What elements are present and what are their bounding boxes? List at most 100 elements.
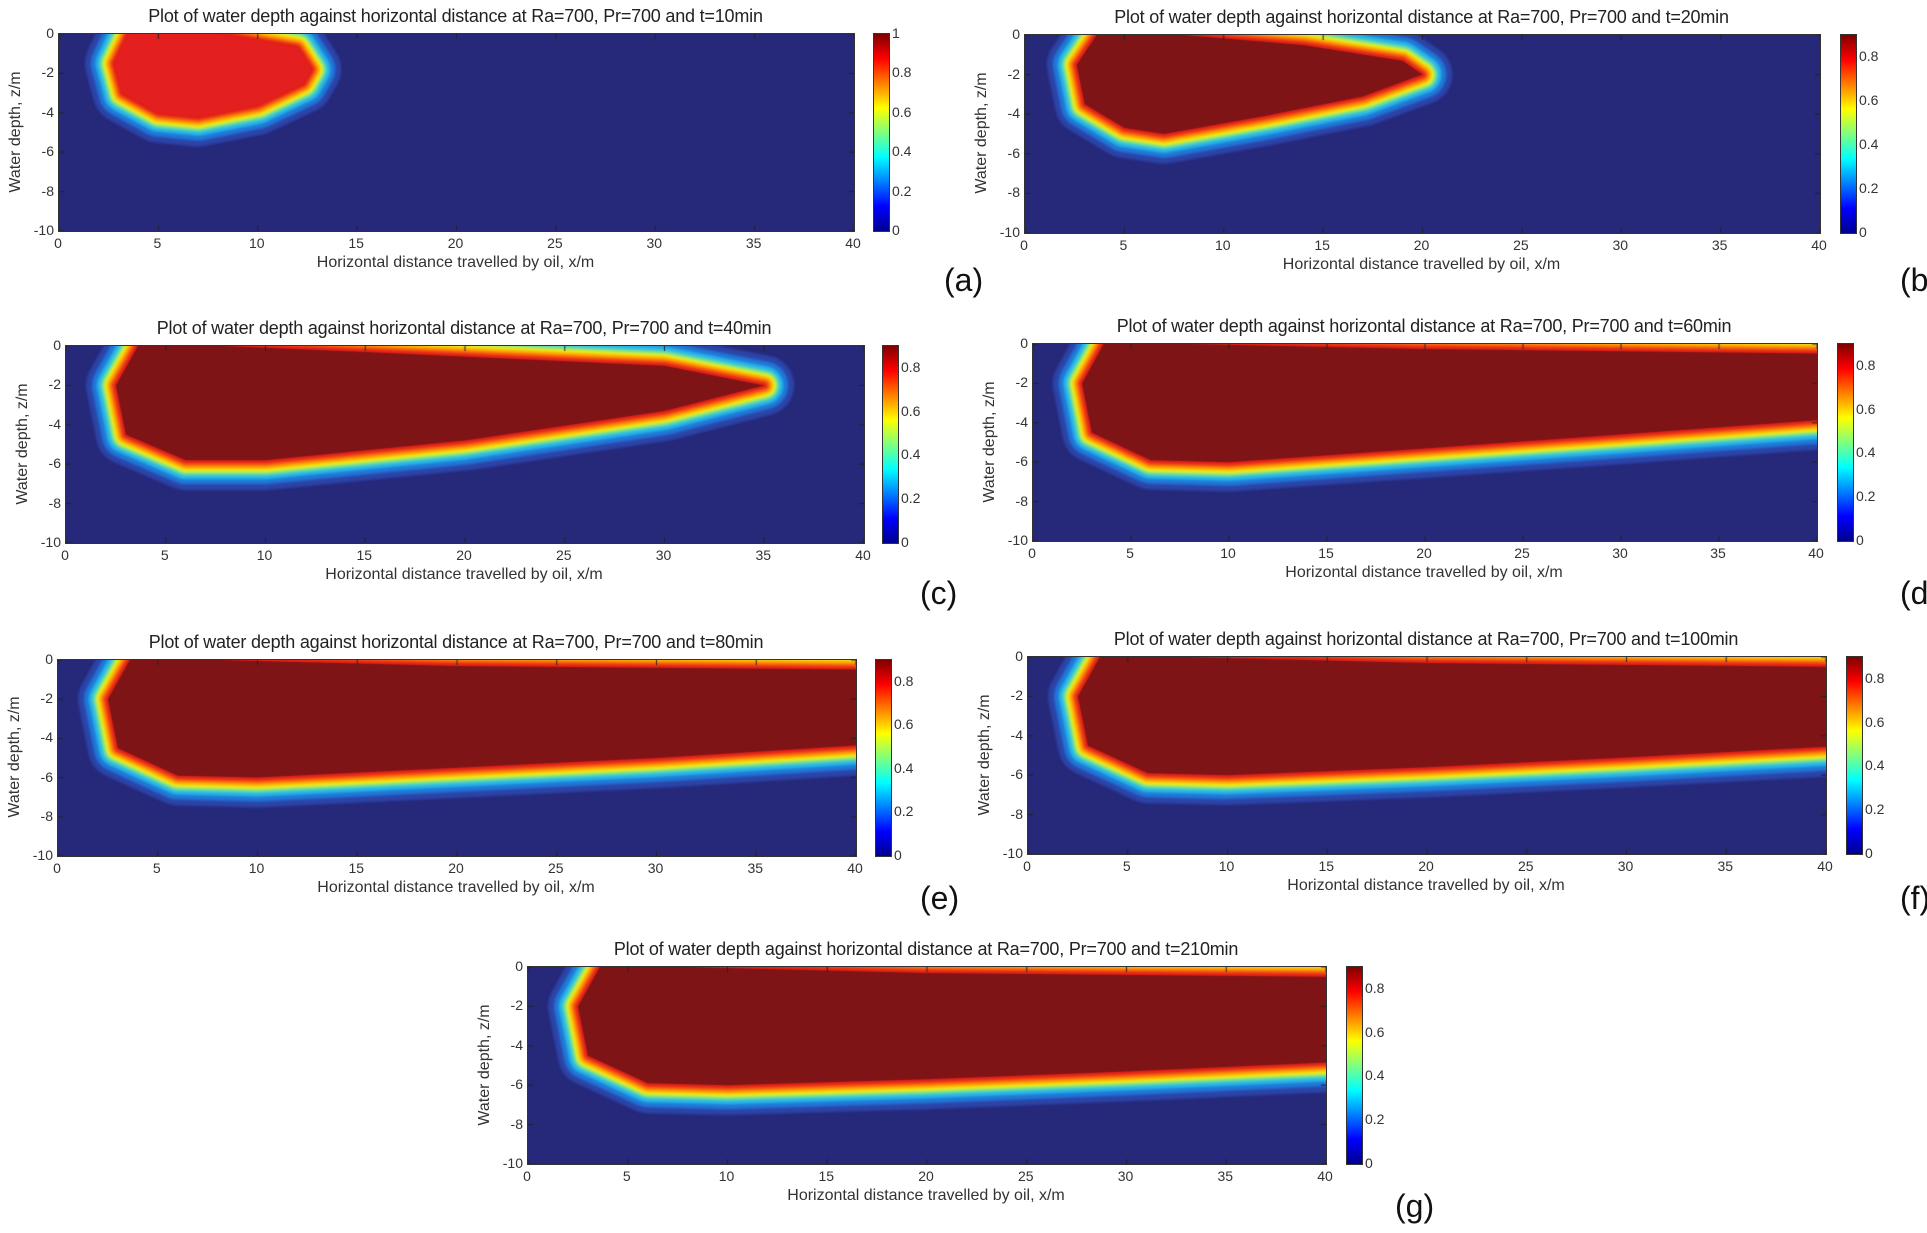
colorbar-tick-label: 0.8 bbox=[1865, 669, 1885, 686]
colorbar-tick-label: 0.2 bbox=[1856, 488, 1876, 505]
panel-label: (b) bbox=[1900, 262, 1927, 298]
x-tick-label: 40 bbox=[855, 547, 871, 563]
heatmap-plot bbox=[65, 345, 865, 544]
colorbar-tick-label: 0.2 bbox=[1865, 801, 1885, 818]
x-tick-label: 15 bbox=[348, 860, 365, 876]
x-tick-label: 15 bbox=[348, 235, 364, 251]
y-tick-label: -6 bbox=[1007, 144, 1020, 161]
colorbar-tick-label: 0.6 bbox=[1859, 92, 1879, 108]
x-tick-label: 20 bbox=[918, 1168, 934, 1184]
colorbar-tick-label: 0.8 bbox=[901, 358, 921, 375]
colorbar-tick-label: 0.6 bbox=[892, 103, 912, 120]
colorbar bbox=[1837, 343, 1854, 542]
y-tick-label: -10 bbox=[999, 224, 1020, 240]
x-axis-label: Horizontal distance travelled by oil, x/… bbox=[787, 1187, 1065, 1204]
y-tick-label: -4 bbox=[1015, 413, 1028, 430]
x-tick-label: 0 bbox=[54, 235, 62, 251]
chart-title: Plot of water depth against horizontal d… bbox=[613, 939, 1239, 959]
y-tick-label: -8 bbox=[1007, 184, 1020, 201]
y-tick-label: -10 bbox=[32, 847, 53, 863]
x-tick-label: 30 bbox=[1612, 545, 1628, 561]
x-tick-label: 5 bbox=[1126, 545, 1134, 561]
x-tick-label: 25 bbox=[1017, 1168, 1034, 1184]
x-tick-label: 35 bbox=[1717, 858, 1734, 874]
x-tick-label: 30 bbox=[1617, 858, 1634, 874]
x-tick-label: 35 bbox=[1217, 1168, 1234, 1184]
colorbar-tick-label: 0 bbox=[1859, 224, 1867, 240]
heatmap-plot bbox=[527, 966, 1327, 1165]
y-tick-label: 0 bbox=[515, 958, 523, 974]
x-tick-label: 25 bbox=[555, 547, 572, 563]
x-tick-label: 10 bbox=[248, 860, 265, 876]
chart-title: Plot of water depth against horizontal d… bbox=[148, 6, 763, 26]
x-tick-label: 35 bbox=[1711, 237, 1728, 253]
chart-title: Plot of water depth against horizontal d… bbox=[156, 318, 772, 338]
colorbar-tick-label: 0 bbox=[1865, 845, 1873, 861]
x-axis-label: Horizontal distance travelled by oil, x/… bbox=[1285, 564, 1563, 581]
y-axis-label: Water depth, z/m bbox=[6, 696, 23, 818]
y-tick-label: -4 bbox=[40, 729, 53, 746]
panel-label: (a) bbox=[944, 262, 984, 298]
y-tick-label: -2 bbox=[40, 690, 53, 707]
colorbar bbox=[873, 33, 890, 232]
y-tick-label: -10 bbox=[33, 222, 54, 238]
heatmap-plot bbox=[1032, 343, 1818, 542]
x-tick-label: 25 bbox=[1513, 237, 1529, 253]
panel-label: (e) bbox=[920, 880, 960, 916]
x-tick-label: 40 bbox=[1811, 237, 1827, 253]
y-tick-label: -8 bbox=[1010, 805, 1023, 822]
x-tick-label: 20 bbox=[448, 860, 464, 876]
x-tick-label: 15 bbox=[356, 547, 373, 563]
x-tick-label: 20 bbox=[1418, 858, 1434, 874]
y-tick-label: -6 bbox=[48, 455, 61, 472]
y-tick-label: -10 bbox=[1007, 532, 1028, 548]
colorbar-tick-label: 0.6 bbox=[894, 716, 914, 733]
x-tick-label: 20 bbox=[456, 547, 472, 563]
y-axis-label: Water depth, z/m bbox=[476, 1003, 493, 1126]
colorbar-tick-label: 0 bbox=[892, 222, 900, 238]
y-axis-label: Water depth, z/m bbox=[973, 72, 990, 194]
colorbar bbox=[1346, 966, 1363, 1165]
y-axis-label: Water depth, z/m bbox=[981, 380, 998, 503]
colorbar-tick-label: 0.6 bbox=[1865, 713, 1885, 730]
x-tick-label: 25 bbox=[1517, 858, 1534, 874]
heatmap-plot bbox=[58, 33, 855, 232]
colorbar-tick-label: 0.4 bbox=[892, 143, 912, 160]
y-tick-label: -2 bbox=[1007, 65, 1020, 82]
x-tick-label: 10 bbox=[248, 235, 265, 251]
colorbar-tick-label: 0.2 bbox=[1365, 1111, 1385, 1128]
y-tick-label: -2 bbox=[41, 64, 54, 81]
panel-label: (f) bbox=[1900, 880, 1927, 916]
colorbar-tick-label: 0.6 bbox=[1365, 1023, 1385, 1040]
x-tick-label: 10 bbox=[1218, 858, 1235, 874]
x-axis-label: Horizontal distance travelled by oil, x/… bbox=[325, 566, 603, 583]
y-tick-label: -8 bbox=[48, 494, 61, 511]
x-tick-label: 5 bbox=[160, 547, 169, 563]
colorbar bbox=[1840, 34, 1857, 234]
colorbar-tick-label: 0.2 bbox=[894, 803, 914, 820]
x-tick-label: 5 bbox=[153, 235, 162, 251]
y-axis-label: Water depth, z/m bbox=[7, 70, 24, 193]
y-tick-label: -2 bbox=[48, 376, 61, 393]
colorbar-tick-label: 0 bbox=[901, 534, 909, 550]
x-tick-label: 30 bbox=[646, 235, 663, 251]
y-tick-label: -8 bbox=[510, 1115, 523, 1132]
y-tick-label: -2 bbox=[1015, 374, 1028, 391]
x-tick-label: 25 bbox=[547, 860, 564, 876]
x-tick-label: 0 bbox=[1020, 237, 1028, 253]
colorbar-tick-label: 0.2 bbox=[901, 490, 921, 507]
colorbar-tick-label: 0.8 bbox=[1859, 48, 1879, 64]
colorbar-tick-label: 0.8 bbox=[1365, 979, 1385, 996]
y-tick-label: -6 bbox=[40, 768, 53, 785]
x-tick-label: 25 bbox=[547, 235, 563, 251]
x-tick-label: 15 bbox=[1318, 545, 1334, 561]
colorbar bbox=[875, 659, 892, 857]
x-tick-label: 30 bbox=[655, 547, 672, 563]
y-tick-label: -8 bbox=[40, 807, 53, 824]
colorbar-tick-label: 0.4 bbox=[1365, 1067, 1385, 1084]
colorbar-tick-label: 0.6 bbox=[1856, 400, 1876, 417]
colorbar-tick-label: 0.4 bbox=[1856, 444, 1876, 461]
y-tick-label: 0 bbox=[45, 651, 53, 667]
y-tick-label: 0 bbox=[53, 337, 61, 353]
x-axis-label: Horizontal distance travelled by oil, x/… bbox=[1287, 877, 1565, 894]
